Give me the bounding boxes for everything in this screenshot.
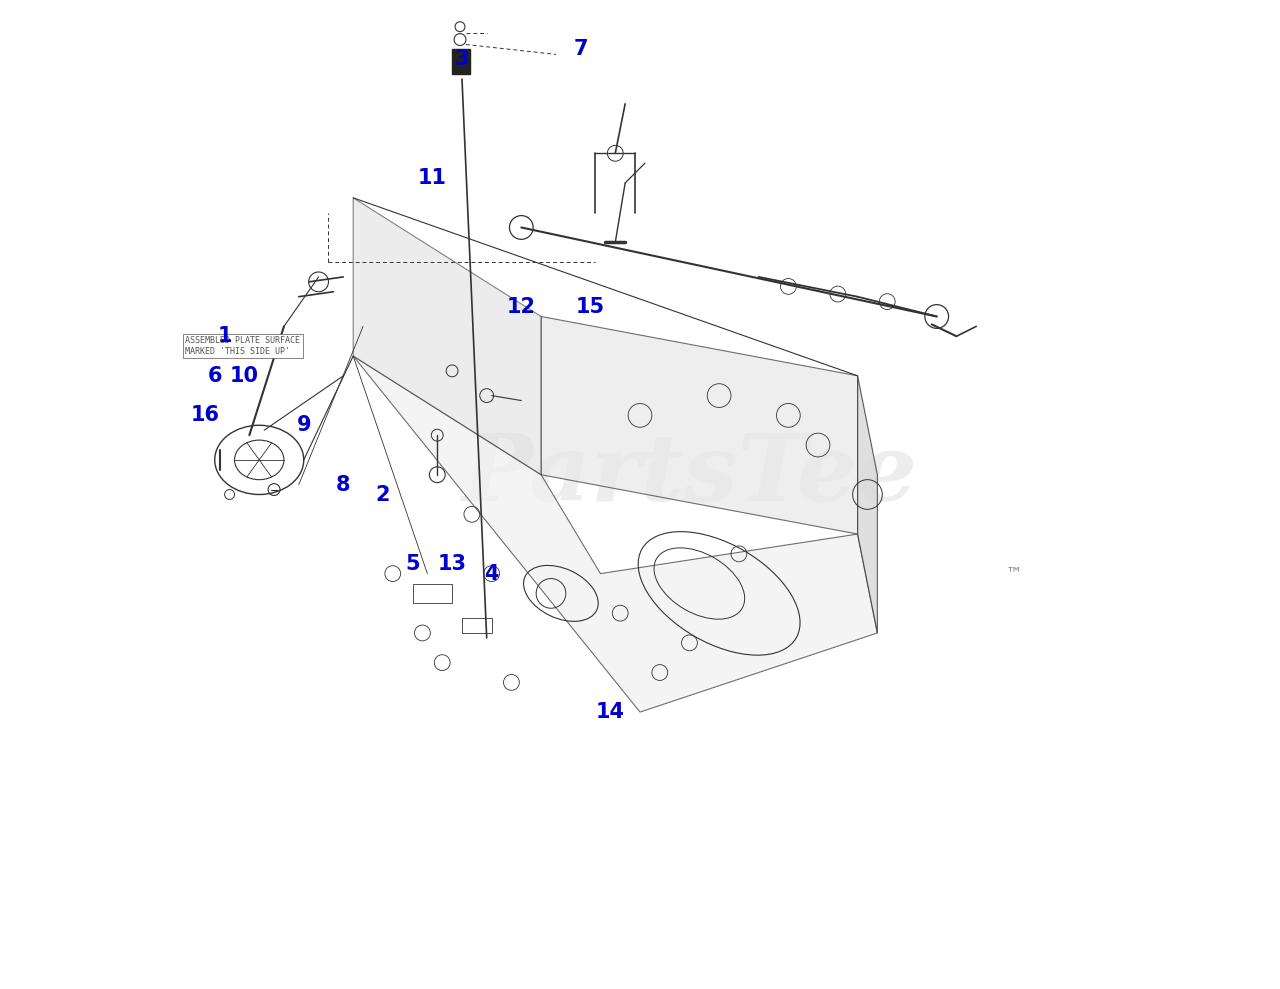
Text: 16: 16 — [191, 405, 219, 425]
Text: 3: 3 — [454, 49, 470, 69]
Text: 14: 14 — [595, 702, 625, 722]
Text: 9: 9 — [297, 415, 311, 435]
Text: 15: 15 — [576, 297, 605, 316]
Bar — [462, 618, 492, 633]
Bar — [452, 49, 470, 74]
Text: 1: 1 — [218, 326, 232, 346]
Polygon shape — [353, 198, 541, 475]
Bar — [412, 584, 452, 603]
Text: ™: ™ — [1006, 565, 1023, 583]
Polygon shape — [858, 376, 877, 633]
Text: 6: 6 — [207, 366, 221, 386]
Text: ASSEMBLED PLATE SURFACE
MARKED 'THIS SIDE UP': ASSEMBLED PLATE SURFACE MARKED 'THIS SID… — [186, 336, 300, 356]
Text: 12: 12 — [507, 297, 536, 316]
Text: 11: 11 — [417, 168, 447, 188]
Text: PartsTee: PartsTee — [461, 429, 918, 520]
Text: 10: 10 — [230, 366, 259, 386]
Polygon shape — [541, 316, 858, 534]
Text: 13: 13 — [438, 554, 467, 574]
Text: 4: 4 — [484, 564, 499, 584]
Polygon shape — [353, 356, 877, 712]
Text: 8: 8 — [337, 475, 351, 494]
Text: 7: 7 — [573, 40, 588, 59]
Text: 5: 5 — [406, 554, 420, 574]
Text: 2: 2 — [375, 485, 390, 504]
